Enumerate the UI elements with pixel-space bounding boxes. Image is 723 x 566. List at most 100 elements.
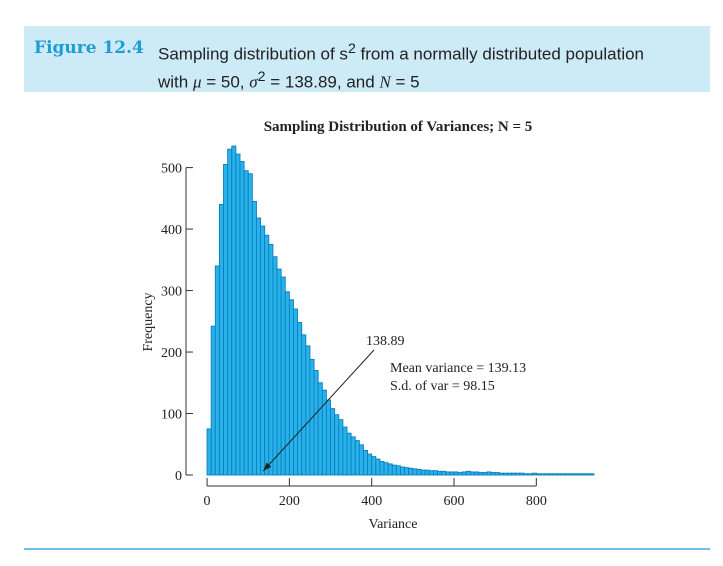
y-tick-label: 0 [175,469,182,484]
histogram-bar [293,308,299,476]
histogram-bar [268,243,274,476]
histogram-bar [572,473,578,476]
histogram-bar [400,466,406,476]
histogram-bar [354,440,360,476]
histogram-bar [519,472,525,476]
mean-arrow-line [262,349,375,472]
histogram-bar [531,472,537,476]
histogram-bar [552,473,558,476]
histogram-bar [363,449,369,476]
histogram-bar [239,160,245,476]
histogram-bar [223,164,229,476]
histogram-bar [515,472,521,476]
bars-group [206,145,595,476]
histogram-bar [243,170,249,476]
histogram-bar [325,399,331,476]
y-axis-label: Frequency [141,292,156,351]
caption-line-2: with μ = 50, σ2 = 138.89, and N = 5 [158,66,644,94]
histogram-bar [301,334,307,476]
histogram-bar [441,470,447,476]
histogram-bar [548,473,554,476]
x-tick-label: 200 [279,494,300,509]
histogram-bar [564,473,570,476]
x-tick-label: 0 [204,494,211,509]
histogram-bar [387,463,393,476]
histogram-bar [544,473,550,476]
caption-with: with [158,72,193,92]
histogram-bar [449,471,455,476]
histogram-bar [470,471,476,476]
histogram-bar [210,325,216,476]
histogram-bar [577,473,583,476]
axes-group: 0 100 200 300 400 500 0 200 400 600 800 [161,162,547,509]
histogram-bar [247,173,253,476]
histogram-bar [556,473,562,476]
histogram-bar [408,467,414,476]
histogram-bar [416,469,422,476]
histogram-bar [218,204,224,476]
histogram-bar [494,472,500,476]
histogram-bar [461,471,467,476]
histogram-bar [445,471,451,476]
y-tick-label: 100 [161,408,182,423]
annotation-group: 138.89 Mean variance = 139.13 S.d. of va… [262,334,526,472]
histogram-bar [507,472,513,476]
histogram-bar [350,436,356,476]
histogram-bar [474,471,480,476]
sigma-value: = 138.89, and [265,72,380,92]
histogram-bar [482,472,488,476]
histogram-bar [457,472,463,476]
histogram-bar [379,461,385,476]
histogram-bar [317,382,323,476]
histogram-bar [428,470,434,476]
histogram-bar [288,299,294,476]
histogram-bar [395,465,401,476]
caption-prefix: Sampling distribution of s [158,44,348,64]
histogram-bar [502,472,508,476]
histogram-bar [264,234,270,476]
histogram-bar [284,291,290,476]
histogram-bar [490,472,496,476]
histogram-bar [260,225,266,476]
histogram-bar [437,470,443,476]
histogram-bar [560,473,566,476]
histogram-bar [568,473,574,476]
histogram-bar [235,153,241,476]
histogram-bar [342,426,348,476]
histogram-bar [305,345,311,476]
sigma-symbol: σ [249,72,258,92]
mean-value-label: 138.89 [366,334,405,349]
chart-title: Sampling Distribution of Variances; N = … [264,119,533,135]
bottom-rule [24,548,710,550]
histogram-bar [383,462,389,476]
histogram-bar [498,472,504,476]
y-tick-label: 500 [161,162,182,177]
histogram-bar [251,200,257,476]
histogram-bar [478,472,484,476]
histogram-bar [424,469,430,476]
n-value: = 5 [390,72,420,92]
histogram-bar [256,217,262,476]
caption-line-1: Sampling distribution of s2 from a norma… [158,38,644,66]
histogram-bar [227,148,233,476]
histogram-bar [330,408,336,476]
mu-value: = 50, [201,72,250,92]
histogram-bar [367,453,373,476]
histogram-bar [334,414,340,476]
figure-caption: Figure 12.4 Sampling distribution of s2 … [24,26,710,92]
figure-label: Figure 12.4 [34,38,144,58]
x-tick-label: 800 [526,494,547,509]
figure-caption-text: Sampling distribution of s2 from a norma… [158,38,644,93]
histogram-bar [404,467,410,476]
histogram-bar [539,473,546,476]
histogram-bar [391,464,397,476]
stats-mean-text: Mean variance = 139.13 [390,361,526,376]
mu-symbol: μ [192,72,202,92]
y-tick-label: 200 [161,346,182,361]
histogram-bar [511,472,517,476]
histogram-bar [297,322,303,476]
histogram-bar [206,428,212,476]
histogram-bar [338,419,344,476]
histogram-bar [346,432,352,476]
